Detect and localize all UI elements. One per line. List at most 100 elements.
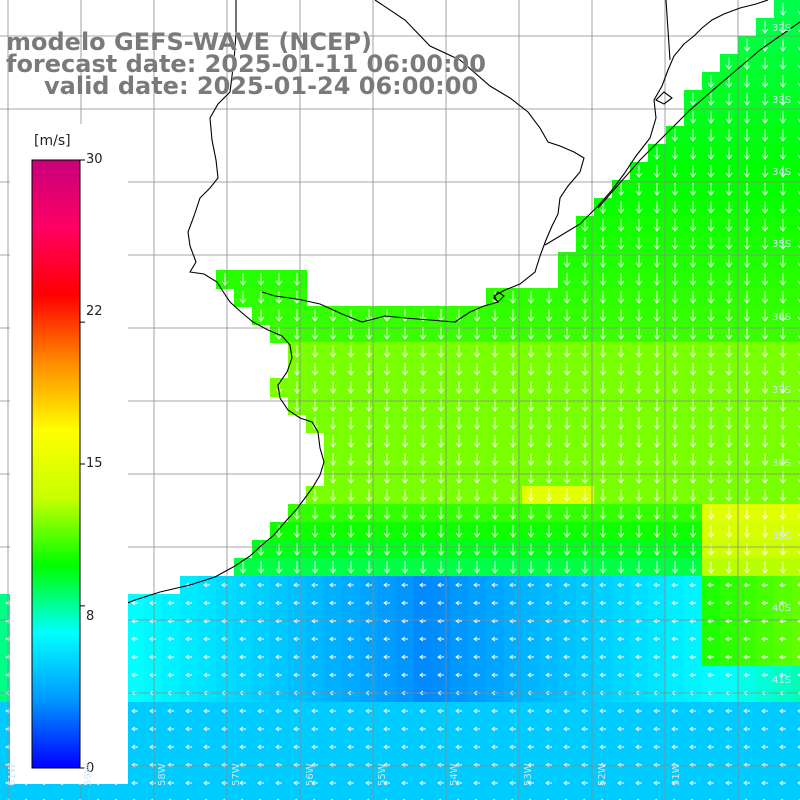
wind-arrow: [455, 417, 463, 430]
speed-cell: [468, 774, 487, 793]
speed-cell: [684, 702, 703, 721]
speed-cell: [360, 414, 379, 433]
wind-arrow: [455, 780, 462, 786]
wind-arrow: [599, 654, 606, 660]
speed-cell: [396, 306, 415, 325]
speed-cell: [414, 576, 433, 595]
wind-arrow: [527, 600, 534, 606]
wind-arrow: [671, 708, 678, 714]
speed-cell: [756, 594, 775, 613]
wind-arrow: [473, 561, 481, 574]
speed-cell: [684, 648, 703, 667]
wind-arrow: [743, 435, 751, 448]
wind-arrow: [545, 471, 553, 484]
speed-cell: [486, 720, 505, 739]
speed-cell: [702, 774, 721, 793]
speed-cell: [630, 576, 649, 595]
wind-arrow: [797, 280, 800, 285]
wind-arrow: [293, 780, 300, 786]
speed-cell: [396, 324, 415, 343]
speed-cell: [702, 702, 721, 721]
speed-cell: [144, 720, 163, 739]
speed-cell: [720, 774, 739, 793]
speed-cell: [648, 234, 667, 253]
lon-label: 58W: [157, 763, 168, 786]
speed-cell: [288, 666, 307, 685]
wind-arrow: [455, 489, 463, 502]
speed-cell: [414, 378, 433, 397]
speed-cell: [540, 504, 559, 523]
wind-arrow: [779, 381, 787, 394]
speed-cell: [306, 342, 325, 361]
speed-cell: [486, 702, 505, 721]
speed-cell: [468, 648, 487, 667]
speed-cell: [432, 540, 451, 559]
colorbar-tick: 22: [86, 304, 103, 319]
wind-arrow: [581, 600, 588, 606]
speed-cell: [594, 666, 613, 685]
wind-arrow: [473, 309, 481, 322]
speed-cell: [324, 342, 343, 361]
wind-arrow: [563, 417, 571, 430]
wind-arrow: [743, 726, 750, 732]
wind-arrow: [347, 708, 354, 714]
wind-arrow: [509, 726, 516, 732]
speed-cell: [612, 738, 631, 757]
wind-arrow: [293, 273, 301, 286]
speed-cell: [288, 306, 307, 325]
wind-arrow: [401, 600, 408, 606]
wind-arrow: [491, 543, 499, 556]
wind-arrow: [437, 489, 445, 502]
wind-arrow: [455, 582, 462, 588]
wind-arrow: [653, 744, 660, 750]
speed-cell: [342, 396, 361, 415]
speed-cell: [162, 720, 181, 739]
speed-cell: [324, 378, 343, 397]
speed-cell: [594, 324, 613, 343]
speed-cell: [702, 360, 721, 379]
speed-cell: [648, 180, 667, 199]
wind-arrow: [599, 345, 607, 358]
speed-cell: [756, 216, 775, 235]
speed-cell: [450, 540, 469, 559]
speed-cell: [684, 756, 703, 775]
speed-cell: [0, 792, 19, 800]
wind-arrow: [545, 654, 552, 660]
speed-cell: [684, 468, 703, 487]
speed-cell: [396, 720, 415, 739]
wind-arrow: [689, 507, 697, 520]
wind-arrow: [635, 507, 643, 520]
wind-arrow: [743, 600, 750, 606]
wind-arrow: [725, 273, 733, 286]
wind-arrow: [473, 327, 481, 340]
speed-cell: [738, 450, 757, 469]
speed-cell: [324, 738, 343, 757]
speed-cell: [468, 360, 487, 379]
wind-arrow: [563, 291, 571, 304]
wind-arrow: [779, 219, 787, 232]
speed-cell: [648, 576, 667, 595]
wind-arrow: [455, 435, 463, 448]
speed-cell: [648, 396, 667, 415]
wind-arrow: [545, 600, 552, 606]
wind-arrow: [779, 237, 787, 250]
wind-arrow: [689, 435, 697, 448]
speed-cell: [702, 522, 721, 541]
wind-arrow: [797, 118, 800, 123]
speed-cell: [756, 270, 775, 289]
speed-cell: [756, 630, 775, 649]
speed-cell: [576, 720, 595, 739]
speed-cell: [612, 702, 631, 721]
speed-cell: [540, 432, 559, 451]
speed-cell: [396, 414, 415, 433]
speed-cell: [396, 666, 415, 685]
speed-cell: [756, 468, 775, 487]
speed-cell: [378, 486, 397, 505]
speed-cell: [594, 342, 613, 361]
wind-arrow: [707, 381, 715, 394]
speed-cell: [666, 432, 685, 451]
speed-cell: [666, 144, 685, 163]
wind-arrow: [671, 309, 679, 322]
wind-arrow: [419, 381, 427, 394]
speed-cell: [414, 612, 433, 631]
